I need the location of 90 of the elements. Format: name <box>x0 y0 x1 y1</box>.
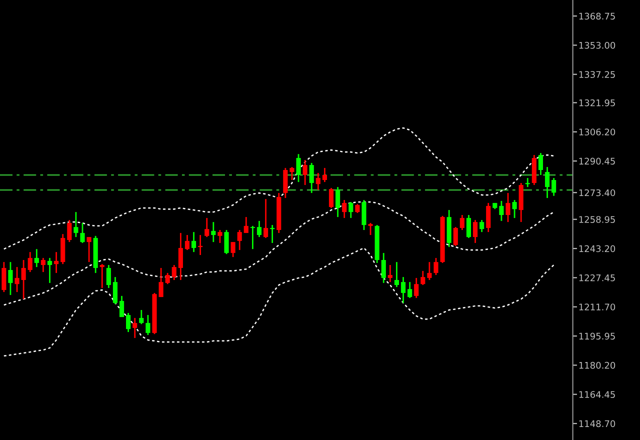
candlestick <box>28 251 32 273</box>
candlestick <box>400 276 406 304</box>
candlestick <box>106 264 111 289</box>
candlestick <box>335 186 340 218</box>
candlestick <box>112 276 118 305</box>
candlestick <box>296 153 301 183</box>
candlestick <box>237 229 242 251</box>
candlestick <box>362 199 366 231</box>
y-tick-label: 1195.95 <box>579 332 615 340</box>
candlestick <box>427 261 432 281</box>
candlestick <box>86 236 92 263</box>
candlestick <box>100 263 104 289</box>
candlestick <box>172 264 176 281</box>
y-tick-label: 1258.95 <box>579 216 615 223</box>
candlestick <box>408 281 412 299</box>
candlestick <box>466 214 472 239</box>
candlestick <box>270 224 275 244</box>
candlestick <box>218 229 222 244</box>
candlestick <box>198 234 203 256</box>
candlestick <box>394 261 399 288</box>
y-tick-label: 1353.00 <box>579 42 616 49</box>
candlestick <box>146 314 150 336</box>
candlestick <box>512 199 517 219</box>
candlestick <box>342 199 347 219</box>
candlestick <box>499 200 504 222</box>
candlestick <box>414 277 419 299</box>
candlestick <box>368 222 373 236</box>
candlestick <box>538 152 544 176</box>
candlestick <box>126 312 131 333</box>
candlestick <box>316 172 320 191</box>
candlestick <box>309 162 314 194</box>
candlestick <box>21 259 26 300</box>
y-tick-label: 1306.20 <box>579 128 616 136</box>
candlestick <box>480 219 484 233</box>
y-tick-label: 1273.40 <box>579 189 616 196</box>
y-tick-label: 1164.45 <box>579 391 615 398</box>
candlestick <box>486 202 491 233</box>
y-tick-label: 1148.70 <box>579 420 616 428</box>
candlestick <box>302 159 308 186</box>
y-tick-label: 1211.70 <box>579 304 616 310</box>
y-tick-label: 1290.45 <box>579 158 615 165</box>
candlestick <box>328 187 334 209</box>
candlestick <box>178 232 183 281</box>
candlestick <box>119 295 124 318</box>
y-tick-label: 1368.75 <box>579 12 615 20</box>
candlestick <box>14 266 20 293</box>
candlestick <box>250 225 255 250</box>
candlestick <box>80 222 85 244</box>
candlestick <box>132 317 138 339</box>
candlestick <box>348 201 354 219</box>
candlestick <box>283 167 288 199</box>
candlestick <box>256 220 262 238</box>
candlestick <box>420 270 426 286</box>
line-series <box>3 247 554 357</box>
candlestick <box>381 252 386 284</box>
candlestick <box>2 261 6 293</box>
candlestick <box>544 166 550 199</box>
candlestick <box>290 166 294 181</box>
candlestick <box>388 264 392 283</box>
candlestick <box>67 219 72 243</box>
candlestick <box>165 272 170 285</box>
candlestick <box>552 177 556 197</box>
candlestick <box>453 226 458 247</box>
y-tick-label: 1227.45 <box>579 274 615 282</box>
candlestick <box>204 217 210 238</box>
candlestick <box>224 229 229 255</box>
line-series <box>3 127 554 250</box>
candlestick <box>506 192 510 223</box>
candlestick <box>184 234 190 251</box>
y-tick-label: 1243.20 <box>579 245 616 252</box>
candlestick <box>34 248 39 268</box>
candlestick <box>472 219 478 244</box>
candlestick <box>244 216 248 234</box>
candlestick <box>54 251 59 274</box>
y-tick-label: 1180.20 <box>579 362 616 369</box>
candlestick <box>47 257 52 284</box>
candlestick <box>525 177 530 188</box>
candlestick <box>211 221 216 243</box>
candlestick <box>434 257 438 276</box>
candlestick <box>74 211 78 238</box>
y-tick-label: 1321.95 <box>579 99 615 106</box>
y-tick-label: 1337.25 <box>579 71 615 78</box>
candlestick <box>460 214 464 231</box>
candlestick <box>230 241 236 258</box>
candlestick <box>8 261 13 296</box>
candlestick <box>191 231 196 253</box>
candlestick <box>322 167 327 183</box>
candlestick <box>40 257 46 273</box>
candlestick <box>139 309 144 325</box>
candlestick <box>263 198 268 239</box>
